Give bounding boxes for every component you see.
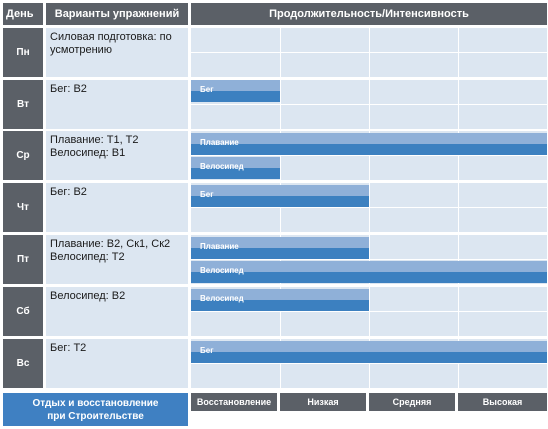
duration-cell: Бег <box>191 80 547 129</box>
day-label: Вс <box>3 339 43 388</box>
day-row: Пн Силовая подготовка: по усмотрению <box>0 28 548 77</box>
day-label: Пт <box>3 235 43 284</box>
duration-cell: Бег <box>191 339 547 388</box>
header-day: День <box>3 3 43 25</box>
duration-cell: Бег <box>191 183 547 232</box>
bar-label: Велосипед <box>200 266 244 275</box>
duration-cell <box>191 28 547 77</box>
duration-cell: Плавание Велосипед <box>191 235 547 284</box>
intensity-bar: Плавание <box>191 237 369 259</box>
grid-line <box>191 363 547 364</box>
day-label: Пн <box>3 28 43 77</box>
duration-cell: Велосипед <box>191 287 547 336</box>
intensity-bar: Плавание <box>191 133 547 155</box>
rest-label-line1: Отдых и восстановление <box>32 397 159 409</box>
exercise-text: Бег: В2 <box>46 183 188 232</box>
exercise-text: Силовая подготовка: по усмотрению <box>46 28 188 77</box>
header-duration: Продолжительность/Интенсивность <box>191 3 547 25</box>
legend-recovery: Восстановление <box>191 393 277 411</box>
day-row: Вс Бег: Т2 Бег <box>0 339 548 388</box>
day-row: Пт Плавание: В2, Ск1, Ск2 Велосипед: Т2 Пл… <box>0 235 548 284</box>
grid-line <box>191 155 547 156</box>
rest-label: Отдых и восстановление при Строительстве <box>3 393 188 426</box>
exercise-text: Бег: Т2 <box>46 339 188 388</box>
grid-line <box>191 311 547 312</box>
day-row: Ср Плавание: Т1, Т2 Велосипед: В1 Плавание… <box>0 131 548 180</box>
grid-line <box>191 207 547 208</box>
grid-line <box>191 52 547 53</box>
bar-label: Плавание <box>200 242 239 251</box>
rest-label-line2: при Строительстве <box>47 410 144 422</box>
legend-high: Высокая <box>458 393 547 411</box>
intensity-bar: Бег <box>191 80 280 102</box>
bar-label: Бег <box>200 85 214 94</box>
intensity-bar: Бег <box>191 185 369 207</box>
day-label: Чт <box>3 183 43 232</box>
bar-label: Велосипед <box>200 162 244 171</box>
grid-line <box>191 104 547 105</box>
bar-label: Плавание <box>200 138 239 147</box>
day-row: Чт Бег: В2 Бег <box>0 183 548 232</box>
legend-low: Низкая <box>280 393 366 411</box>
day-row: Вт Бег: В2 Бег <box>0 80 548 129</box>
exercise-text: Плавание: В2, Ск1, Ск2 Велосипед: Т2 <box>46 235 188 284</box>
day-row: Сб Велосипед: В2 Велосипед <box>0 287 548 336</box>
header-exercises: Варианты упражнений <box>46 3 188 25</box>
bar-label: Велосипед <box>200 294 244 303</box>
day-label: Ср <box>3 131 43 180</box>
intensity-bar: Бег <box>191 341 547 363</box>
intensity-bar: Велосипед <box>191 157 280 179</box>
bar-label: Бег <box>200 346 214 355</box>
day-label: Вт <box>3 80 43 129</box>
exercise-text: Бег: В2 <box>46 80 188 129</box>
duration-cell: Плавание Велосипед <box>191 131 547 180</box>
legend-medium: Средняя <box>369 393 455 411</box>
exercise-text: Велосипед: В2 <box>46 287 188 336</box>
intensity-bar: Велосипед <box>191 289 369 311</box>
day-label: Сб <box>3 287 43 336</box>
exercise-text: Плавание: Т1, Т2 Велосипед: В1 <box>46 131 188 180</box>
grid-line <box>191 259 547 260</box>
intensity-bar: Велосипед <box>191 261 547 283</box>
bar-label: Бег <box>200 190 214 199</box>
